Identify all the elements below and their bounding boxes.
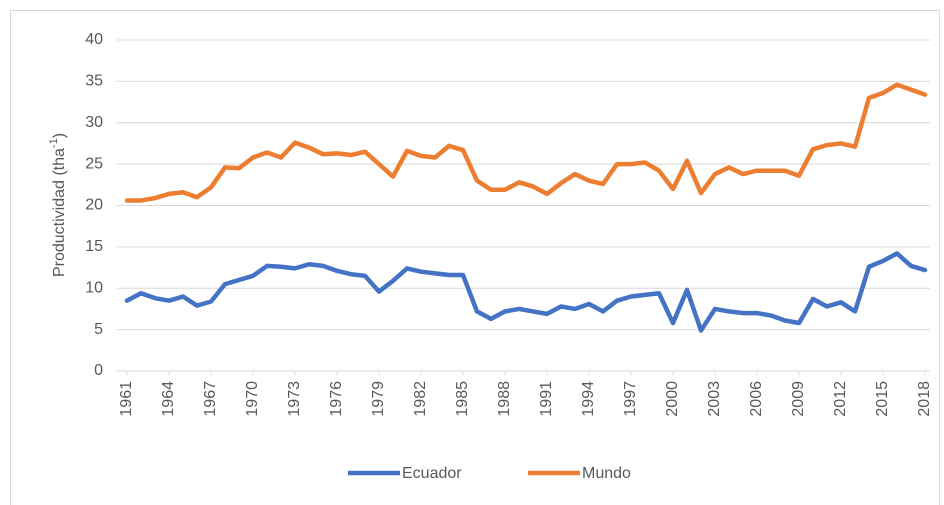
y-tick-label: 35 xyxy=(85,73,103,90)
y-tick-label: 15 xyxy=(85,238,103,255)
x-tick-label: 2018 xyxy=(916,381,933,417)
x-tick-label: 1997 xyxy=(622,381,639,417)
legend-label: Ecuador xyxy=(402,465,462,482)
x-tick-label: 1973 xyxy=(286,381,303,417)
x-tick-label: 1988 xyxy=(496,381,513,417)
y-tick-label: 5 xyxy=(94,321,103,338)
y-tick-label: 0 xyxy=(94,362,103,379)
x-tick-label: 1994 xyxy=(580,381,597,417)
x-tick-label: 2015 xyxy=(874,381,891,417)
series-line xyxy=(124,251,928,333)
y-axis-label-sup: -1 xyxy=(48,138,60,148)
legend-label: Mundo xyxy=(582,465,631,482)
x-tick-label: 1976 xyxy=(328,381,345,417)
y-tick-label: 10 xyxy=(85,279,103,296)
y-tick-label: 30 xyxy=(85,114,103,131)
x-tick-label: 1970 xyxy=(244,381,261,417)
x-tick-label: 1979 xyxy=(370,381,387,417)
x-tick-label: 1991 xyxy=(538,381,555,417)
x-tick-label: 2000 xyxy=(664,381,681,417)
x-tick-label: 1967 xyxy=(202,381,219,417)
x-tick-label: 1964 xyxy=(160,381,177,417)
x-tick-label: 2009 xyxy=(790,381,807,417)
y-axis-label-end: ) xyxy=(51,133,68,138)
y-axis-label: Productividad (tha-1) xyxy=(48,133,68,277)
y-tick-label: 25 xyxy=(85,155,103,172)
y-tick-label: 40 xyxy=(85,31,103,48)
x-tick-label: 1985 xyxy=(454,381,471,417)
y-tick-label: 20 xyxy=(85,197,103,214)
x-tick-label: 1982 xyxy=(412,381,429,417)
x-tick-label: 2006 xyxy=(748,381,765,417)
x-tick-label: 2003 xyxy=(706,381,723,417)
chart-frame xyxy=(10,10,940,505)
series-line xyxy=(124,82,928,203)
x-tick-label: 1961 xyxy=(118,381,135,417)
y-axis-label-main: Productividad (tha xyxy=(51,148,68,277)
x-tick-label: 2012 xyxy=(832,381,849,417)
